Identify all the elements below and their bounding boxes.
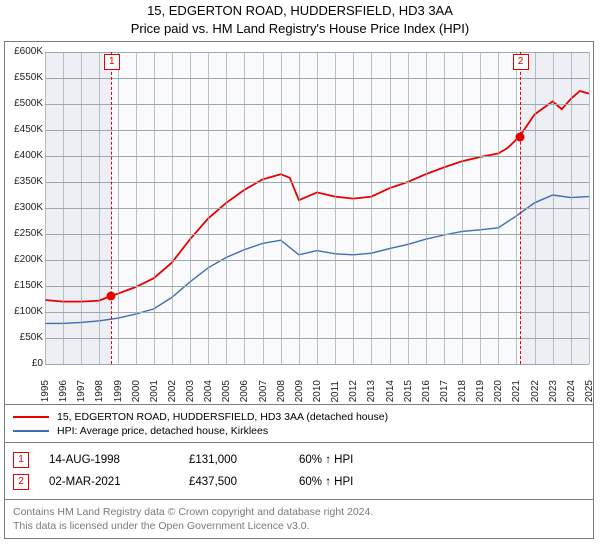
x-tick-label: 2019 (475, 380, 486, 402)
sale-note: 60% ↑ HPI (299, 476, 353, 488)
plot-area: 12 (45, 52, 589, 364)
x-tick-label: 2008 (276, 380, 287, 402)
x-tick-label: 1997 (76, 380, 87, 402)
footer-line: Contains HM Land Registry data © Crown c… (13, 505, 585, 519)
y-tick-label: £200K (7, 254, 43, 265)
y-tick-label: £600K (7, 46, 43, 57)
x-tick-label: 1995 (40, 380, 51, 402)
sale-date: 02-MAR-2021 (49, 476, 169, 488)
x-tick-label: 2007 (258, 380, 269, 402)
footer: Contains HM Land Registry data © Crown c… (5, 499, 593, 538)
y-tick-label: £500K (7, 98, 43, 109)
legend-swatch (13, 430, 49, 432)
x-tick-label: 2010 (312, 380, 323, 402)
chart: 12 £0£50K£100K£150K£200K£250K£300K£350K£… (4, 41, 594, 405)
x-tick-label: 2025 (584, 380, 595, 402)
x-tick-label: 2005 (221, 380, 232, 402)
x-tick-label: 2013 (366, 380, 377, 402)
sale-row: 2 02-MAR-2021 £437,500 60% ↑ HPI (13, 471, 585, 493)
x-tick-label: 2003 (185, 380, 196, 402)
sale-dot-icon (515, 132, 524, 141)
x-tick-label: 2017 (439, 380, 450, 402)
series-legend: 15, EDGERTON ROAD, HUDDERSFIELD, HD3 3AA… (5, 405, 593, 442)
sale-row: 1 14-AUG-1998 £131,000 60% ↑ HPI (13, 449, 585, 471)
x-tick-label: 2000 (131, 380, 142, 402)
sale-note: 60% ↑ HPI (299, 454, 353, 466)
x-tick-label: 1999 (113, 380, 124, 402)
y-tick-label: £150K (7, 280, 43, 291)
footer-line: This data is licensed under the Open Gov… (13, 519, 585, 533)
sale-marker-icon: 2 (513, 54, 529, 70)
x-tick-label: 2021 (511, 380, 522, 402)
legend-label: 15, EDGERTON ROAD, HUDDERSFIELD, HD3 3AA… (57, 411, 388, 423)
title-line1: 15, EDGERTON ROAD, HUDDERSFIELD, HD3 3AA (4, 2, 596, 20)
x-tick-label: 2020 (493, 380, 504, 402)
x-tick-label: 1998 (94, 380, 105, 402)
legend-row: 15, EDGERTON ROAD, HUDDERSFIELD, HD3 3AA… (13, 410, 585, 424)
x-tick-label: 2016 (421, 380, 432, 402)
x-tick-label: 2014 (385, 380, 396, 402)
x-tick-label: 2018 (457, 380, 468, 402)
y-tick-label: £50K (7, 332, 43, 343)
y-tick-label: £300K (7, 202, 43, 213)
legend-block: 15, EDGERTON ROAD, HUDDERSFIELD, HD3 3AA… (4, 405, 594, 539)
x-tick-label: 1996 (58, 380, 69, 402)
sales-table: 1 14-AUG-1998 £131,000 60% ↑ HPI 2 02-MA… (5, 442, 593, 499)
x-tick-label: 2012 (348, 380, 359, 402)
sale-marker-icon: 2 (13, 474, 29, 490)
x-tick-label: 2006 (239, 380, 250, 402)
title-line2: Price paid vs. HM Land Registry's House … (4, 20, 596, 38)
x-tick-label: 2015 (403, 380, 414, 402)
x-tick-label: 2001 (149, 380, 160, 402)
sale-marker-icon: 1 (104, 54, 120, 70)
legend-row: HPI: Average price, detached house, Kirk… (13, 424, 585, 438)
y-tick-label: £550K (7, 72, 43, 83)
y-tick-label: £250K (7, 228, 43, 239)
sale-date: 14-AUG-1998 (49, 454, 169, 466)
x-tick-label: 2004 (203, 380, 214, 402)
y-tick-label: £450K (7, 124, 43, 135)
x-tick-label: 2024 (566, 380, 577, 402)
x-tick-label: 2011 (330, 381, 341, 403)
y-tick-label: £350K (7, 176, 43, 187)
sale-marker-icon: 1 (13, 452, 29, 468)
x-tick-label: 2002 (167, 380, 178, 402)
y-tick-label: £400K (7, 150, 43, 161)
x-tick-label: 2022 (530, 380, 541, 402)
sale-price: £437,500 (189, 476, 279, 488)
legend-swatch (13, 416, 49, 418)
legend-label: HPI: Average price, detached house, Kirk… (57, 425, 268, 437)
sale-dot-icon (106, 291, 115, 300)
x-tick-label: 2023 (548, 380, 559, 402)
y-tick-label: £100K (7, 306, 43, 317)
x-tick-label: 2009 (294, 380, 305, 402)
y-tick-label: £0 (7, 358, 43, 369)
sale-price: £131,000 (189, 454, 279, 466)
